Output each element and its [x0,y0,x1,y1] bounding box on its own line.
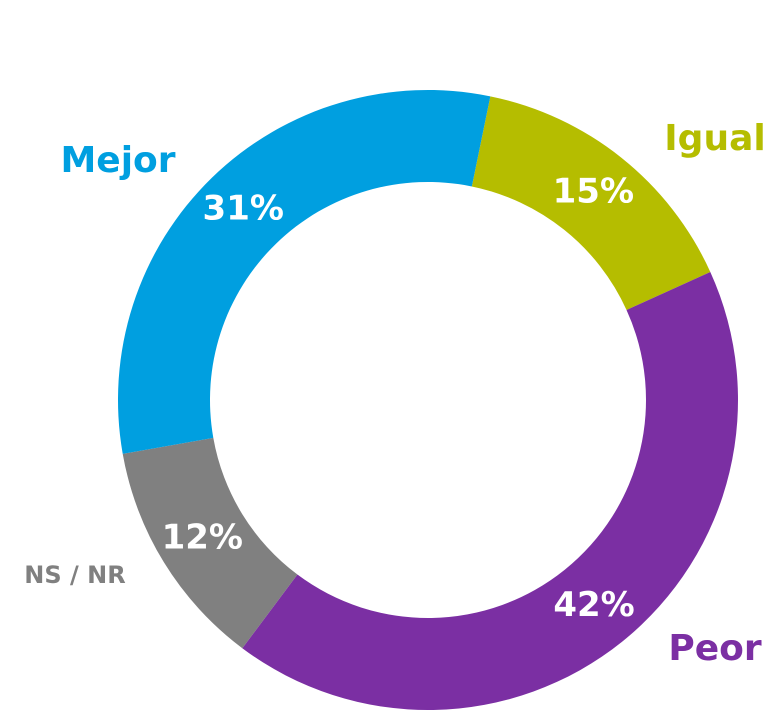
donut-segment [117,89,491,454]
category-label: Mejor [60,140,175,181]
donut-segment [242,271,739,711]
category-label: NS / NR [24,561,125,589]
value-label: 12% [162,517,243,557]
category-label: Igual [664,118,765,159]
value-label: 31% [203,189,284,229]
category-label: Peor [668,628,762,669]
donut-segment [471,96,711,310]
value-label: 15% [553,171,634,211]
value-label: 42% [553,585,634,625]
donut-segment [122,437,298,649]
